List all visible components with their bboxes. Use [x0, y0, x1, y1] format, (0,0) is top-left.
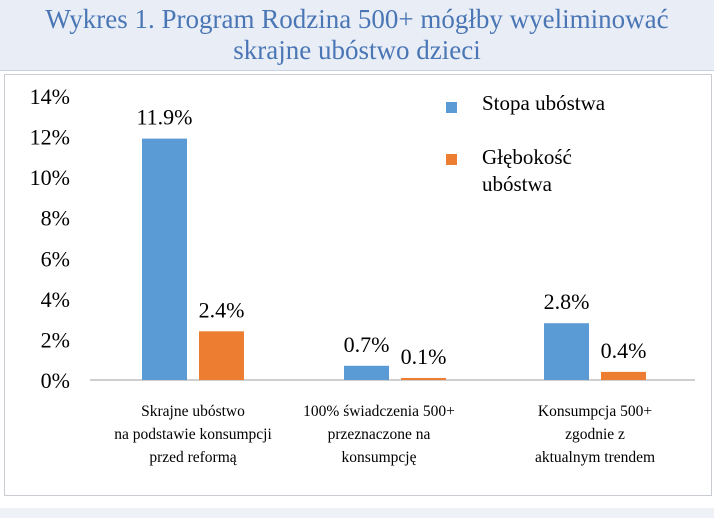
y-tick-label: 12% [30, 125, 70, 150]
category-label-line: konsumpcję [341, 449, 417, 466]
category-label-line: Konsumpcja 500+ [537, 403, 653, 420]
category-label-line: przed reformą [149, 449, 237, 466]
bar-glebokosc-0 [199, 331, 244, 380]
legend-label-line: ubóstwa [482, 172, 552, 196]
data-label: 0.4% [601, 338, 647, 363]
category-label-swiadczenia: 100% świadczenia 500+ przeznaczone na ko… [274, 400, 484, 469]
category-label-line: zgodnie z [565, 426, 625, 443]
legend-swatch-glebokosc [446, 154, 457, 165]
y-tick-label: 6% [41, 246, 70, 271]
legend-label-glebokosc: Głębokość ubóstwa [482, 144, 572, 198]
legend-label-line: Głębokość [482, 145, 572, 169]
data-label: 11.9% [136, 105, 192, 130]
category-label-line: na podstawie konsumpcji [114, 426, 272, 443]
category-label-skrajne: Skrajne ubóstwo na podstawie konsumpcji … [83, 400, 303, 469]
bar-stopa-0 [142, 138, 187, 380]
category-label-line: przeznaczone na [327, 426, 431, 443]
bar-glebokosc-1 [401, 377, 446, 380]
y-tick-label: 4% [41, 287, 70, 312]
data-label: 0.7% [344, 332, 390, 357]
chart-title-line-2: skrajne ubóstwo dzieci [233, 35, 481, 65]
bar-stopa-1 [344, 365, 389, 380]
legend-label-stopa: Stopa ubóstwa [482, 91, 606, 115]
bar-stopa-2 [544, 323, 589, 380]
category-label-line: 100% świadczenia 500+ [303, 403, 455, 420]
y-tick-label: 8% [41, 206, 70, 231]
title-band [0, 0, 714, 71]
data-label: 2.4% [199, 297, 245, 322]
category-label-line: Skrajne ubóstwo [141, 403, 245, 420]
chart-title: Wykres 1. Program Rodzina 500+ mógłby wy… [0, 4, 714, 66]
y-tick-label: 14% [30, 84, 70, 109]
plot-area [4, 74, 712, 496]
y-tick-label: 0% [41, 368, 70, 393]
y-tick-label: 10% [30, 165, 70, 190]
bottom-strip [0, 508, 714, 518]
category-label-konsumpcja: Konsumpcja 500+ zgodnie z aktualnym tren… [500, 400, 690, 469]
y-tick-label: 2% [41, 327, 70, 352]
chart-title-line-1: Wykres 1. Program Rodzina 500+ mógłby wy… [45, 4, 669, 34]
category-label-line: aktualnym trendem [534, 449, 656, 466]
data-label: 0.1% [401, 344, 447, 369]
legend-swatch-stopa [446, 102, 457, 113]
data-label: 2.8% [544, 289, 590, 314]
bar-glebokosc-2 [601, 371, 646, 380]
